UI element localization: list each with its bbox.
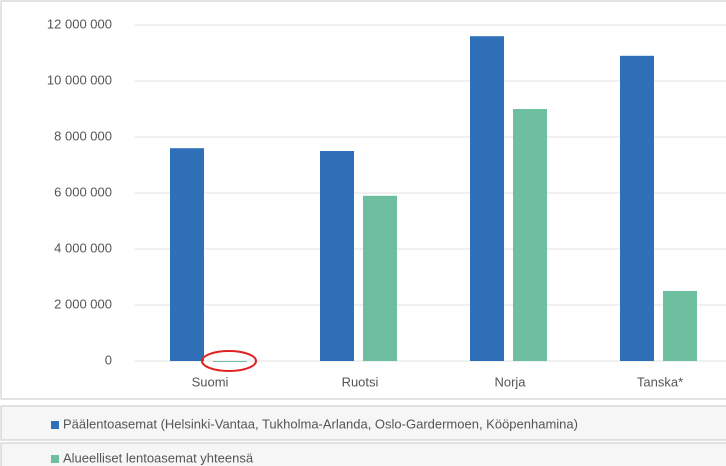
- y-tick-label: 6 000 000: [54, 184, 112, 199]
- x-tick-label: Tanska*: [637, 374, 683, 389]
- y-tick-label: 12 000 000: [47, 16, 112, 31]
- bar: [213, 361, 247, 362]
- legend-swatch: [51, 421, 59, 429]
- y-tick-label: 10 000 000: [47, 72, 112, 87]
- bar: [320, 151, 354, 361]
- legend-label: Päälentoasemat (Helsinki-Vantaa, Tukholm…: [63, 416, 578, 431]
- bar: [513, 109, 547, 361]
- x-tick-label: Norja: [494, 374, 526, 389]
- highlight-circle: [201, 350, 257, 372]
- legend-label: Alueelliset lentoasemat yhteensä: [63, 450, 254, 465]
- y-tick-label: 8 000 000: [54, 128, 112, 143]
- legend-row: [0, 405, 726, 441]
- bar: [170, 148, 204, 361]
- y-tick-label: 2 000 000: [54, 296, 112, 311]
- y-tick-label: 0: [105, 352, 112, 367]
- bars: [170, 36, 697, 362]
- x-tick-label: Suomi: [192, 374, 229, 389]
- legend-swatch: [51, 455, 59, 463]
- y-tick-label: 4 000 000: [54, 240, 112, 255]
- x-tick-label: Ruotsi: [342, 374, 379, 389]
- bar: [620, 55, 654, 362]
- bar: [663, 291, 697, 361]
- legend-row: [0, 442, 726, 466]
- bar: [363, 195, 397, 361]
- bar: [470, 36, 504, 361]
